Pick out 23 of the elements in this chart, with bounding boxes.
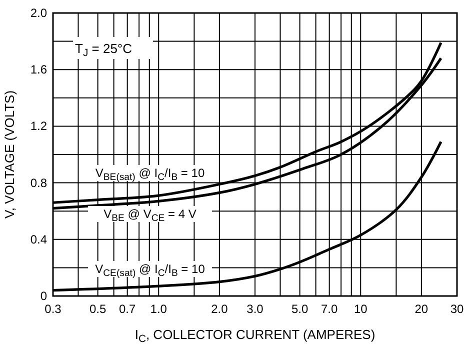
y-tick-label: 0	[40, 289, 48, 303]
x-tick-label: 1.0	[150, 302, 168, 316]
x-tick-label: 7.0	[320, 302, 338, 316]
x-tick-label: 2.0	[211, 302, 228, 316]
y-tick-label: 0.4	[30, 232, 48, 246]
y-tick-label: 2.0	[30, 6, 48, 20]
x-tick-label: 0.3	[44, 302, 62, 316]
series-label: V$_{BE(sat)}$ @ I$_{C}$/I$_{B}$ = 10	[95, 166, 205, 182]
y-tick-label: 0.8	[30, 176, 48, 190]
y-tick-label: 1.6	[30, 62, 48, 77]
y-axis-title: V, VOLTAGE (VOLTS)	[2, 90, 17, 219]
annotation: T$_{J}$ = 25°C	[75, 41, 132, 58]
y-tick-label: 1.2	[30, 119, 48, 134]
x-tick-label: 10	[354, 302, 368, 316]
series-label: V$_{BE}$ @ V$_{CE}$ = 4 V	[104, 207, 196, 224]
x-tick-label: 5.0	[291, 302, 308, 316]
x-tick-label: 20	[414, 302, 428, 316]
x-tick-label: 3.0	[246, 302, 264, 316]
x-tick-label: 0.5	[89, 302, 106, 316]
series-label: V$_{CE(sat)}$ @ I$_{C}$/I$_{B}$ = 10	[95, 262, 206, 278]
x-axis-title: I$_{C}$, COLLECTOR CURRENT (AMPERES)	[134, 327, 376, 344]
x-tick-label: 0.7	[118, 302, 136, 316]
x-tick-label: 30	[450, 302, 464, 316]
